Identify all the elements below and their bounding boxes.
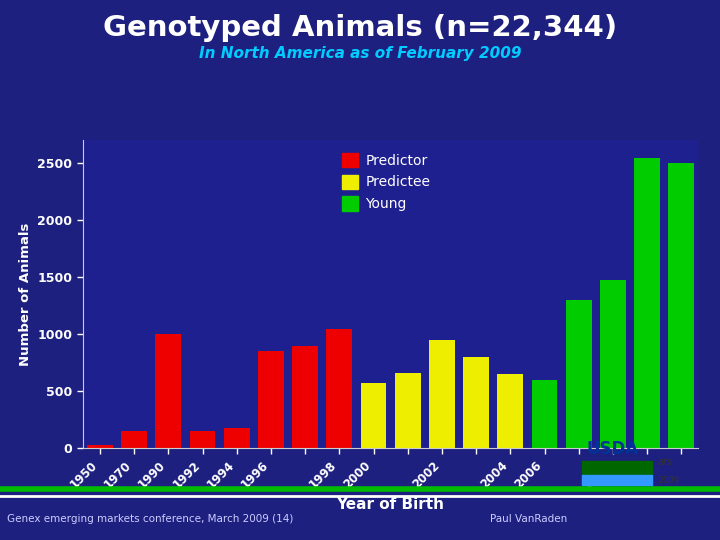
Text: 2009: 2009 xyxy=(658,476,679,485)
Bar xyxy=(582,475,652,484)
Text: Genotyped Animals (n=22,344): Genotyped Animals (n=22,344) xyxy=(103,14,617,42)
Bar xyxy=(224,428,250,448)
Bar xyxy=(429,340,455,448)
Bar xyxy=(292,346,318,448)
Bar xyxy=(600,280,626,448)
Bar xyxy=(258,352,284,448)
Text: In North America as of February 2009: In North America as of February 2009 xyxy=(199,46,521,61)
Y-axis label: Number of Animals: Number of Animals xyxy=(19,222,32,366)
Bar xyxy=(156,334,181,448)
Text: Paul VanRaden: Paul VanRaden xyxy=(490,515,567,524)
Text: Genex emerging markets conference, March 2009 (14): Genex emerging markets conference, March… xyxy=(7,515,294,524)
X-axis label: Year of Birth: Year of Birth xyxy=(337,497,445,511)
Text: ars: ars xyxy=(658,456,673,467)
Bar xyxy=(634,158,660,448)
Text: USDA: USDA xyxy=(586,440,638,458)
Bar xyxy=(531,380,557,448)
Bar xyxy=(361,383,387,448)
Bar xyxy=(566,300,592,448)
Bar xyxy=(668,163,694,448)
Bar xyxy=(121,431,147,448)
Bar xyxy=(326,328,352,448)
Legend: Predictor, Predictee, Young: Predictor, Predictee, Young xyxy=(336,147,436,217)
Bar xyxy=(463,357,489,448)
Bar xyxy=(189,431,215,448)
Bar xyxy=(395,373,420,448)
Bar xyxy=(498,374,523,448)
Bar xyxy=(582,461,652,484)
Bar xyxy=(87,445,113,448)
